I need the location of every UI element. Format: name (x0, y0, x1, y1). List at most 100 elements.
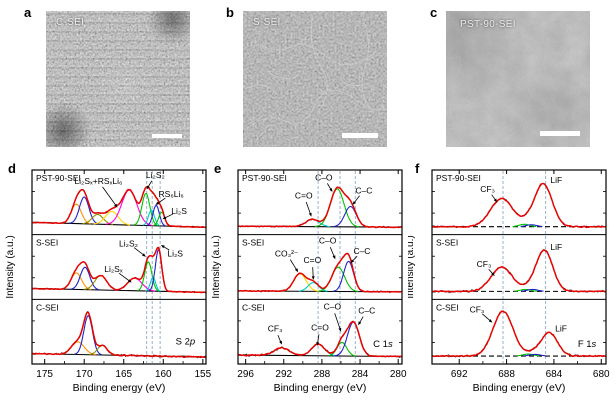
spectrum-row-c-sei: C-SEI CF₃ C=O C–O C–C (237, 302, 403, 358)
sample-label: PST-90-SEI (436, 173, 481, 183)
axes-frame: 175 170 165 160 155 Binding energy (eV) Intens… (5, 169, 212, 394)
fit-envelope (32, 311, 207, 358)
annotation-arrow (327, 183, 332, 191)
sem-image-pst-90-sei: PST-90-SEI (446, 11, 590, 147)
chart-panel-d: PST-90-SEILi₂Sₓ+RSₓLi₆Li₂S₂RS₆Li₆Li₂SS-S… (5, 169, 212, 394)
raw-data-trace (31, 311, 207, 359)
y-axis-label: Intensity (a.u.) (211, 235, 222, 298)
species-annotation: CF₃ (470, 304, 485, 314)
x-tick-label: 155 (194, 369, 211, 380)
spectrum-row-s-sei: S-SEI Li₂S₂ Li₂Sₓ Li₂S (31, 238, 207, 294)
annotation-arrowhead (493, 198, 498, 203)
panel-letter-a: a (24, 5, 32, 20)
annotation-arrowhead (155, 201, 160, 205)
fit-component (93, 210, 130, 226)
fit-component (514, 288, 537, 292)
species-annotation: C=O (304, 255, 322, 265)
sample-label: PST-90-SEI (36, 173, 81, 183)
core-level-label: C 1s (373, 339, 393, 350)
y-axis-label: Intensity (a.u.) (5, 235, 16, 298)
sem-image-s-sei: S-SEI (243, 11, 387, 147)
fit-component (82, 213, 114, 225)
annotation-arrowhead (352, 201, 356, 205)
fit-component (520, 224, 543, 228)
species-annotation: Li₂S (171, 206, 187, 216)
sample-label: S-SEI (242, 238, 264, 248)
species-annotation: C–C (355, 185, 372, 195)
fit-component (146, 204, 166, 227)
annotation-arrow (491, 194, 496, 201)
scale-bar (540, 131, 580, 136)
sem-image-c-sei: C-SEI (46, 11, 190, 147)
x-tick-label: 160 (155, 369, 172, 380)
annotation-arrow (157, 197, 166, 204)
annotation-arrowhead (338, 327, 342, 332)
annotation-arrowhead (488, 319, 493, 323)
fit-component (133, 192, 159, 227)
species-annotation: C=O (311, 322, 329, 332)
annotation-arrowhead (279, 340, 282, 345)
sample-label: S-SEI (436, 238, 458, 248)
species-annotation: Li₂Sₓ (104, 264, 123, 274)
x-tick-label: 280 (390, 369, 407, 380)
x-tick-label: 684 (546, 369, 563, 380)
annotation-arrowhead (160, 245, 165, 249)
annotation-arrow (317, 334, 320, 344)
fit-component (314, 188, 360, 228)
panel-letter-b: b (226, 5, 234, 20)
annotation-arrowhead (329, 188, 333, 192)
annotation-arrowhead (316, 342, 320, 346)
annotation-arrow (359, 316, 364, 324)
fit-envelope (238, 186, 403, 229)
annotation-arrowhead (162, 216, 167, 220)
fit-component (69, 196, 99, 225)
species-annotation: C=O (295, 190, 313, 200)
raw-data-trace (431, 182, 607, 229)
species-annotation: Li₂S₂ (119, 238, 138, 248)
fit-component (516, 353, 540, 357)
annotation-arrow (102, 186, 117, 206)
fit-envelope (31, 186, 207, 229)
annotation-arrow (329, 247, 335, 258)
fit-envelope (31, 246, 207, 294)
fit-envelope (431, 182, 607, 229)
fit-component (142, 209, 160, 227)
annotation-arrow (289, 259, 298, 271)
annotation-arrow (482, 313, 491, 322)
annotation-arrowhead (114, 203, 118, 208)
fit-component (70, 266, 100, 291)
fit-component (137, 261, 160, 292)
sem-texture (243, 11, 387, 147)
annotation-arrowhead (308, 212, 312, 217)
x-tick-label: 692 (451, 369, 468, 380)
annotation-arrowhead (332, 255, 336, 260)
spectrum-row-s-sei: S-SEI CO₃²⁻ C=O C–O C–C (237, 236, 403, 293)
axes-frame: 296 292 288 284 280 Binding energy (eV) Intens… (211, 169, 407, 394)
x-tick-label: 296 (237, 369, 254, 380)
chart-panel-e: PST-90-SEIC=OC–OC–CS-SEICO₃²⁻C=OC–OC–CC-… (211, 169, 407, 394)
sem-texture (446, 11, 590, 147)
fit-component (333, 205, 368, 228)
x-axis-label: Binding energy (eV) (73, 382, 166, 394)
annotation-arrow (351, 255, 358, 262)
species-annotation: C–O (315, 172, 333, 182)
species-annotation: C–C (353, 246, 370, 256)
annotation-arrowhead (142, 253, 146, 257)
x-tick-label: 688 (498, 369, 515, 380)
annotation-arrow (118, 272, 130, 282)
panel-letter-e: e (214, 161, 222, 176)
axes-frame: 692 688 684 680 Binding energy (eV) Intensity… (408, 169, 610, 394)
spectrum-row-pst-90-sei: PST-90-SEI C=OC–O C–C (238, 172, 403, 229)
x-tick-label: 175 (36, 369, 53, 380)
annotation-arrow (133, 247, 145, 256)
core-level-label: F 1s (578, 339, 597, 350)
species-annotation: Li₂S₂ (146, 170, 165, 180)
annotation-arrowhead (350, 259, 355, 264)
spectrum-row-c-sei: C-SEI (31, 302, 207, 359)
sample-label: PST-90-SEI (242, 173, 287, 183)
scale-bar (342, 133, 378, 138)
x-axis-label: Binding energy (eV) (473, 382, 566, 394)
